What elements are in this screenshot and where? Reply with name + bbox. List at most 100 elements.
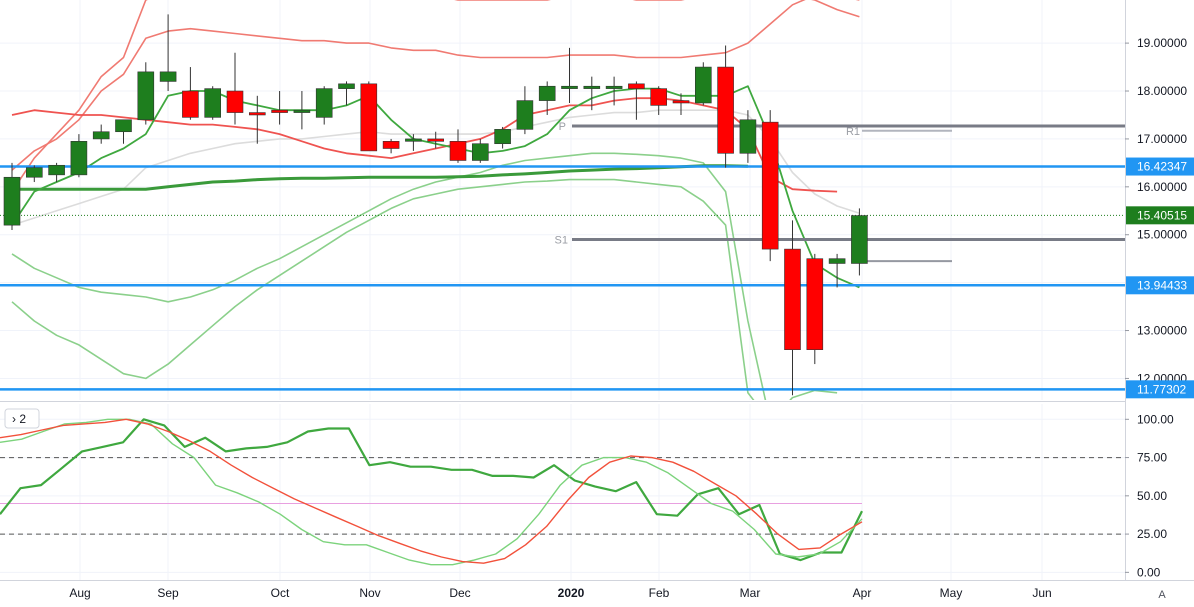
candle-body-down [382,141,400,149]
stochastic-tick-label: 0.00 [1137,565,1161,579]
main-pane[interactable]: P S1 R1 [0,0,1125,453]
candle[interactable] [226,52,244,125]
candle[interactable] [115,119,132,144]
price-tag: 15.40515 [1126,206,1194,225]
candle-body-down [449,141,467,161]
candle-body-up [538,85,556,101]
candle-body-down [360,83,378,152]
candle[interactable] [315,86,333,125]
price-tick-label: 17.00000 [1137,132,1187,146]
candle-body-down [249,112,266,116]
candle[interactable] [628,81,645,120]
stochastic-line-rsi [0,418,863,562]
red-moving-average-line [11,97,838,193]
candle-body-up [315,88,333,118]
candle-body-up [338,83,355,89]
candle[interactable] [538,81,556,115]
candle[interactable] [583,76,601,111]
pivot-r1-label: R1 [846,126,860,138]
candle-body-down [761,121,779,250]
price-tag-label: 16.42347 [1137,160,1187,174]
auto-scale-button[interactable]: A [1126,581,1194,607]
stochastic-tick-label: 50.00 [1137,489,1167,503]
candle[interactable] [828,253,846,288]
price-tag-box [1126,380,1194,399]
bollinger-lower-outer-line [11,178,838,400]
candle-body-down [271,109,288,113]
candle[interactable] [137,62,155,125]
candle-body-up [516,100,534,130]
price-tag-box [1126,157,1194,176]
candle[interactable] [48,162,65,183]
candle[interactable] [3,162,21,230]
candle[interactable] [92,124,110,144]
price-axis[interactable]: 19.00000 18.00000 17.00000 16.00000 15.00000… [1125,0,1194,607]
stochastic-tick-label: 100.00 [1137,412,1174,426]
candle-body-up [25,167,43,178]
price-tag-box [1126,276,1194,295]
stochastic-pane[interactable] [0,418,1125,566]
candle-body-up [70,141,88,176]
candle[interactable] [516,86,534,135]
price-tick-label: 16.00000 [1137,180,1187,194]
candle[interactable] [739,110,757,163]
bollinger-upper-inner-line [11,0,860,171]
time-tick-label: Dec [449,586,470,600]
candle[interactable] [717,45,734,168]
candle[interactable] [360,81,378,152]
pane-toggle-button[interactable]: › 2 [4,408,40,429]
candle[interactable] [293,91,311,130]
price-tick-label: 13.00000 [1137,324,1187,338]
candle-body-up [204,88,221,118]
candle[interactable] [784,220,801,396]
auto-scale-label: A [1158,589,1166,601]
candle[interactable] [561,47,578,103]
candle[interactable] [182,67,199,120]
price-tick-label: 18.00000 [1137,84,1187,98]
stochastic-line-k [0,418,863,566]
price-tag-box [1126,206,1194,225]
candle-body-down [784,248,801,351]
candle[interactable] [204,86,221,120]
candle[interactable] [605,76,623,106]
time-tick-label: Feb [649,586,670,600]
candle[interactable] [159,14,177,92]
candle[interactable] [382,138,400,154]
candle[interactable] [449,129,467,163]
corner-bg [1126,581,1194,607]
price-axis-background [1125,0,1194,607]
price-tag-label: 15.40515 [1137,208,1187,222]
candle[interactable] [70,134,88,178]
candle[interactable] [271,91,288,125]
candle[interactable] [672,93,690,115]
sma-long-line [12,164,748,191]
candle[interactable] [405,134,422,151]
candle-body-down [806,258,824,351]
grid [0,0,1125,580]
candle[interactable] [761,110,779,262]
candle[interactable] [851,208,868,276]
time-tick-label: Oct [271,586,290,600]
candle[interactable] [694,62,712,106]
candle[interactable] [338,81,355,106]
price-tick-label: 19.00000 [1137,36,1187,50]
price-tag: 13.94433 [1126,276,1194,295]
candle[interactable] [806,253,824,365]
candle[interactable] [650,86,668,115]
candle[interactable] [249,95,266,144]
candle[interactable] [494,126,511,149]
bollinger-lower-inner-line [11,152,767,400]
stochastic-line-d [0,418,863,564]
candle-body-down [717,66,734,154]
time-tick-label: Sep [157,586,179,600]
stochastic-tick-label: 25.00 [1137,527,1167,541]
candle[interactable] [471,138,489,163]
candle-body-up [405,138,422,142]
candle[interactable] [427,131,445,149]
pivot-p-label: P [559,121,566,133]
price-tag: 11.77302 [1126,380,1194,399]
candle[interactable] [25,165,43,183]
time-axis[interactable]: Aug Sep Oct Nov Dec 2020 Feb Mar Apr May Jun [0,580,1194,601]
pane-toggle-frame[interactable] [4,408,40,429]
